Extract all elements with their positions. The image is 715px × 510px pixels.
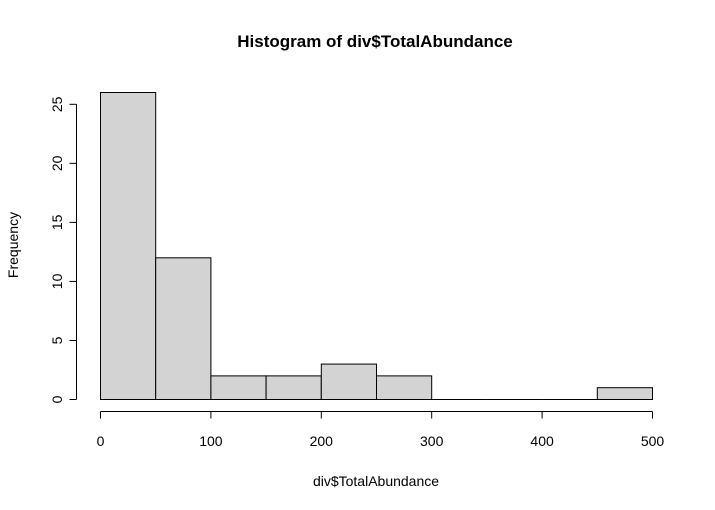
x-tick-label-2: 200 xyxy=(310,433,334,449)
histogram-bar-9 xyxy=(596,387,653,401)
histogram-bar-4 xyxy=(320,363,377,401)
histogram-bar-2 xyxy=(210,375,267,400)
y-tick-label-4: 20 xyxy=(49,155,65,171)
y-axis: 0 5 10 15 20 25 xyxy=(49,96,77,403)
histogram-bar-3 xyxy=(265,375,322,400)
x-tick-label-1: 100 xyxy=(199,433,223,449)
histogram-bar-5 xyxy=(376,375,433,400)
y-tick-label-3: 15 xyxy=(49,214,65,230)
y-tick-label-2: 10 xyxy=(49,273,65,289)
x-axis: 0 100 200 300 400 500 xyxy=(97,411,665,449)
x-tick-label-4: 400 xyxy=(530,433,554,449)
histogram-bar-0 xyxy=(100,92,157,400)
y-tick-label-1: 5 xyxy=(49,336,65,344)
y-tick-label-5: 25 xyxy=(49,96,65,112)
x-tick-label-5: 500 xyxy=(641,433,665,449)
x-axis-label: div$TotalAbundance xyxy=(313,473,439,489)
chart-title: Histogram of div$TotalAbundance xyxy=(237,32,513,51)
histogram-bar-1 xyxy=(155,257,212,400)
x-tick-label-3: 300 xyxy=(420,433,444,449)
x-tick-label-0: 0 xyxy=(97,433,105,449)
bars-group xyxy=(100,92,653,401)
y-tick-label-0: 0 xyxy=(49,395,65,403)
y-axis-label: Frequency xyxy=(5,212,21,278)
